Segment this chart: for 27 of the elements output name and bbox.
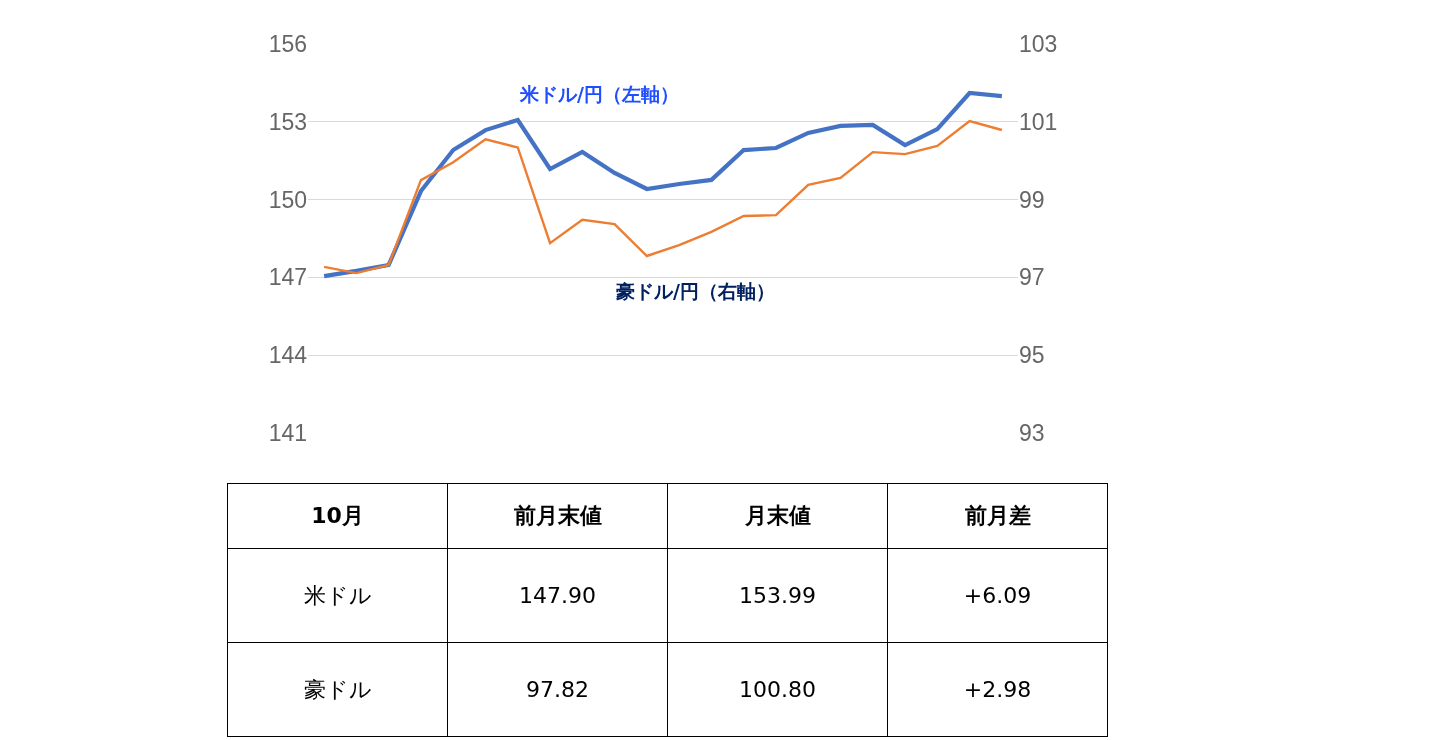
- annotation: 豪ドル/円（右軸）: [615, 280, 775, 302]
- category-label: 前月末値: [447, 483, 668, 549]
- y-tick-label: 153: [268, 108, 307, 135]
- y-tick-label: 156: [268, 31, 307, 58]
- text: +6.09: [963, 583, 1032, 608]
- category-label: 10月: [227, 483, 448, 549]
- y2-tick-label: 93: [1019, 420, 1045, 447]
- category-label: 米ドル: [303, 582, 372, 608]
- text: 97.82: [526, 677, 589, 702]
- y2-tick-label: 97: [1019, 264, 1045, 291]
- y2-tick-label: 95: [1019, 342, 1045, 369]
- category-label: 月末値: [667, 483, 888, 549]
- y-tick-label: 141: [268, 420, 307, 447]
- y2-tick-label: 103: [1019, 31, 1058, 58]
- y2-tick-label: 101: [1019, 108, 1058, 135]
- text: 100.80: [739, 677, 816, 702]
- text: 147.90: [519, 583, 596, 608]
- category-label: 前月差: [887, 483, 1108, 549]
- y-tick-label: 147: [268, 264, 307, 291]
- line-series: [322, 119, 1004, 275]
- text: +2.98: [963, 677, 1032, 702]
- y-tick-label: 150: [268, 186, 307, 213]
- y2-tick-label: 99: [1019, 186, 1045, 213]
- text: 153.99: [739, 583, 816, 608]
- category-label: 豪ドル: [303, 676, 372, 702]
- y-tick-label: 144: [268, 342, 308, 369]
- annotation: 米ドル/円（左軸）: [519, 83, 679, 105]
